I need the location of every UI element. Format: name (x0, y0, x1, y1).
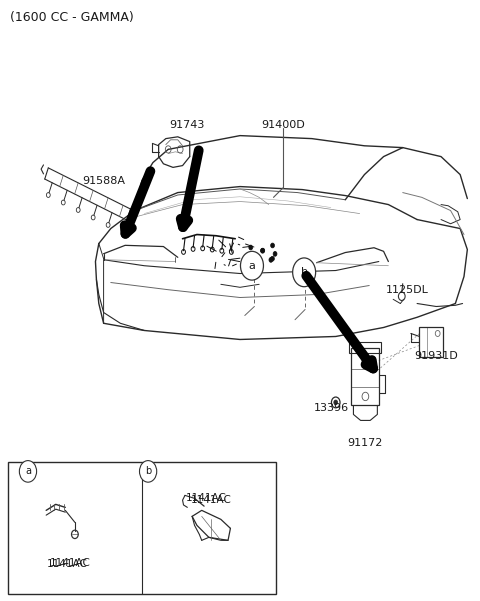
Circle shape (255, 258, 259, 263)
Circle shape (19, 460, 36, 482)
Text: 91172: 91172 (347, 438, 382, 448)
Circle shape (261, 248, 264, 253)
Circle shape (249, 245, 252, 250)
Circle shape (334, 400, 337, 405)
Text: 91931D: 91931D (414, 350, 458, 361)
Circle shape (261, 248, 264, 253)
Circle shape (271, 256, 275, 261)
Circle shape (140, 460, 157, 482)
Text: a: a (25, 466, 31, 477)
Bar (420, 328, 444, 358)
Text: 1141AC: 1141AC (186, 493, 227, 504)
Circle shape (293, 258, 316, 287)
Circle shape (271, 243, 275, 248)
Text: 91743: 91743 (169, 120, 205, 130)
Circle shape (240, 251, 264, 280)
Bar (8, 462, 276, 594)
Bar (351, 349, 379, 406)
Text: 91588A: 91588A (82, 175, 125, 186)
Text: b: b (300, 267, 308, 277)
Circle shape (256, 258, 260, 263)
Circle shape (331, 397, 340, 408)
Text: a: a (249, 261, 255, 270)
Text: b: b (145, 466, 151, 477)
Circle shape (269, 257, 273, 262)
Text: (1600 CC - GAMMA): (1600 CC - GAMMA) (10, 11, 134, 25)
Text: 1141AC: 1141AC (49, 558, 91, 568)
Circle shape (252, 262, 255, 267)
Text: 1125DL: 1125DL (386, 285, 429, 294)
Text: 1141AC: 1141AC (47, 560, 88, 569)
Circle shape (257, 263, 261, 268)
Text: 91400D: 91400D (261, 120, 305, 130)
Bar (348, 342, 381, 353)
Text: 13396: 13396 (313, 403, 348, 413)
Circle shape (252, 260, 256, 264)
Text: 1141AC: 1141AC (191, 495, 232, 505)
Circle shape (273, 251, 277, 256)
